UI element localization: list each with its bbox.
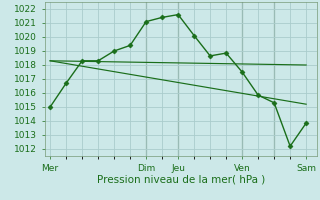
X-axis label: Pression niveau de la mer( hPa ): Pression niveau de la mer( hPa ) bbox=[97, 174, 265, 184]
